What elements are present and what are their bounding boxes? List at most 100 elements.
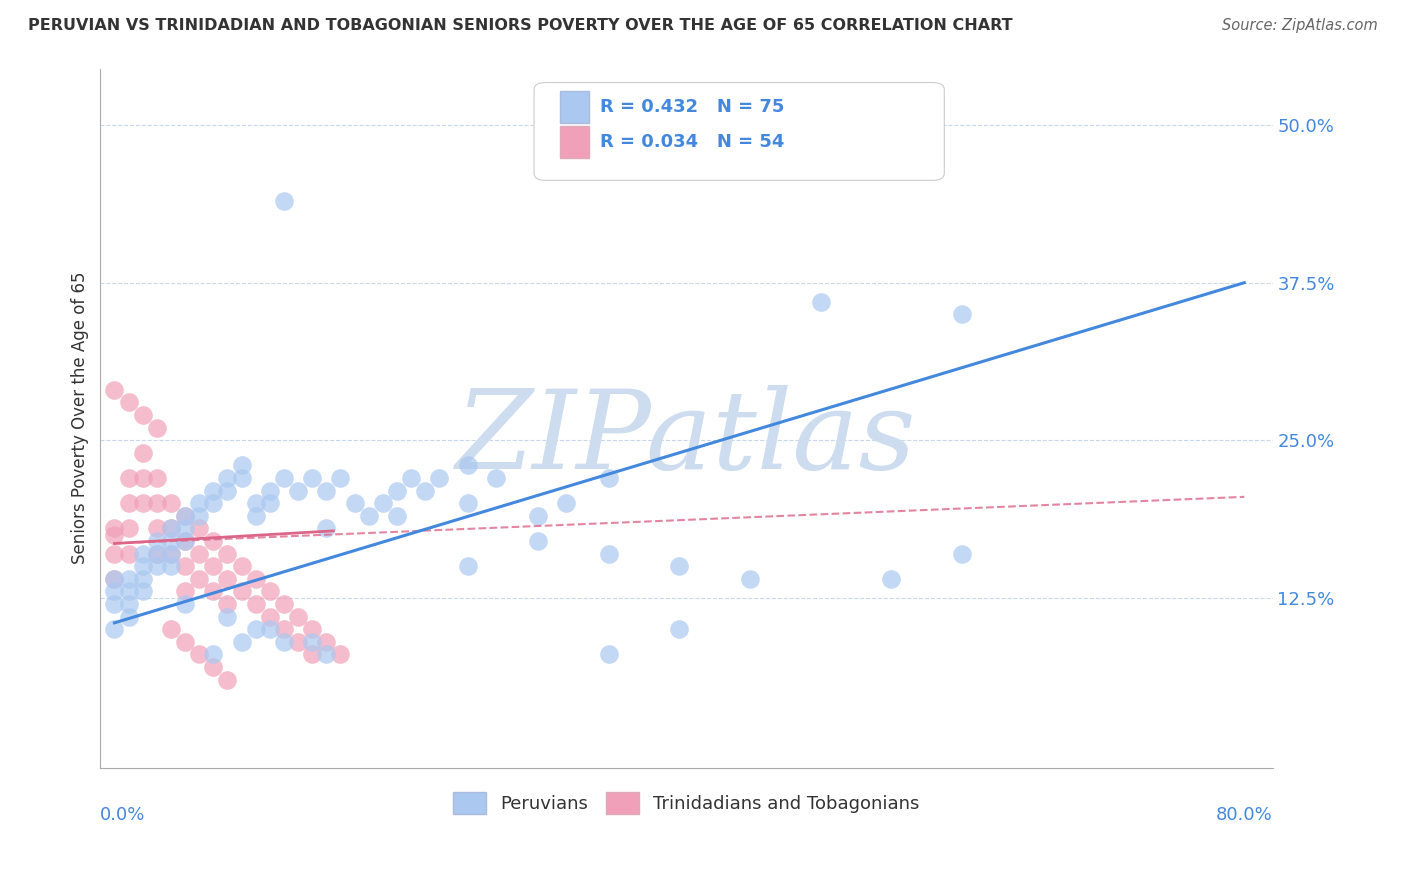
Point bbox=[329, 471, 352, 485]
Point bbox=[146, 521, 169, 535]
Point bbox=[217, 547, 239, 561]
Point bbox=[245, 508, 267, 523]
Point bbox=[132, 471, 155, 485]
Point bbox=[259, 609, 281, 624]
Point bbox=[527, 508, 550, 523]
Point bbox=[287, 483, 309, 498]
Point bbox=[160, 496, 183, 510]
Point bbox=[103, 597, 125, 611]
Point bbox=[132, 572, 155, 586]
Point bbox=[146, 533, 169, 548]
Point bbox=[103, 521, 125, 535]
Point bbox=[132, 559, 155, 574]
Point bbox=[103, 584, 125, 599]
Point bbox=[132, 547, 155, 561]
Point bbox=[146, 420, 169, 434]
Point bbox=[188, 547, 211, 561]
Point bbox=[160, 547, 183, 561]
Point bbox=[188, 508, 211, 523]
Point bbox=[160, 622, 183, 636]
Text: ZIPatlas: ZIPatlas bbox=[456, 385, 917, 493]
Point bbox=[202, 648, 225, 662]
Point bbox=[174, 634, 197, 648]
Point bbox=[146, 547, 169, 561]
Point bbox=[117, 496, 139, 510]
Point bbox=[399, 471, 422, 485]
Point bbox=[485, 471, 508, 485]
Point bbox=[202, 533, 225, 548]
Text: R = 0.432   N = 75: R = 0.432 N = 75 bbox=[600, 98, 785, 116]
Point bbox=[160, 533, 183, 548]
Point bbox=[103, 527, 125, 541]
Point bbox=[132, 496, 155, 510]
Text: R = 0.034   N = 54: R = 0.034 N = 54 bbox=[600, 133, 785, 151]
Point bbox=[231, 458, 253, 473]
Point bbox=[217, 609, 239, 624]
Point bbox=[413, 483, 436, 498]
Text: PERUVIAN VS TRINIDADIAN AND TOBAGONIAN SENIORS POVERTY OVER THE AGE OF 65 CORREL: PERUVIAN VS TRINIDADIAN AND TOBAGONIAN S… bbox=[28, 18, 1012, 33]
Point bbox=[231, 584, 253, 599]
Point bbox=[103, 572, 125, 586]
Point bbox=[160, 521, 183, 535]
Point bbox=[217, 471, 239, 485]
Point bbox=[231, 634, 253, 648]
Point bbox=[343, 496, 366, 510]
Point bbox=[598, 471, 620, 485]
Point bbox=[117, 584, 139, 599]
Point bbox=[315, 483, 337, 498]
Point bbox=[385, 508, 408, 523]
Point bbox=[103, 383, 125, 397]
Point bbox=[385, 483, 408, 498]
Point bbox=[301, 622, 323, 636]
FancyBboxPatch shape bbox=[560, 126, 589, 158]
Point bbox=[315, 648, 337, 662]
Point bbox=[103, 547, 125, 561]
Point bbox=[287, 609, 309, 624]
Point bbox=[301, 648, 323, 662]
Legend: Peruvians, Trinidadians and Tobagonians: Peruvians, Trinidadians and Tobagonians bbox=[446, 785, 927, 822]
Point bbox=[315, 521, 337, 535]
Y-axis label: Seniors Poverty Over the Age of 65: Seniors Poverty Over the Age of 65 bbox=[72, 272, 89, 565]
Point bbox=[301, 634, 323, 648]
Point bbox=[202, 496, 225, 510]
Point bbox=[259, 496, 281, 510]
Point bbox=[160, 559, 183, 574]
Point bbox=[117, 547, 139, 561]
Point bbox=[371, 496, 394, 510]
Point bbox=[738, 572, 761, 586]
Point bbox=[174, 584, 197, 599]
Point bbox=[117, 395, 139, 409]
Point bbox=[273, 622, 295, 636]
Point bbox=[132, 408, 155, 422]
Point bbox=[880, 572, 903, 586]
Point bbox=[174, 508, 197, 523]
Point bbox=[202, 559, 225, 574]
Point bbox=[132, 446, 155, 460]
Point bbox=[273, 471, 295, 485]
Point bbox=[301, 471, 323, 485]
Point bbox=[160, 521, 183, 535]
Point bbox=[259, 622, 281, 636]
Point bbox=[259, 584, 281, 599]
Point bbox=[950, 307, 973, 321]
Point bbox=[202, 660, 225, 674]
Point bbox=[174, 597, 197, 611]
Point bbox=[245, 622, 267, 636]
Point bbox=[668, 559, 690, 574]
Point bbox=[315, 634, 337, 648]
Point bbox=[598, 648, 620, 662]
Point bbox=[117, 521, 139, 535]
Point bbox=[259, 483, 281, 498]
Point bbox=[273, 597, 295, 611]
Point bbox=[273, 634, 295, 648]
Point bbox=[231, 559, 253, 574]
Point bbox=[202, 584, 225, 599]
Point bbox=[273, 194, 295, 208]
Point bbox=[217, 673, 239, 687]
Point bbox=[174, 533, 197, 548]
Point bbox=[217, 483, 239, 498]
Point bbox=[217, 572, 239, 586]
Point bbox=[598, 547, 620, 561]
Point bbox=[146, 559, 169, 574]
Point bbox=[217, 597, 239, 611]
